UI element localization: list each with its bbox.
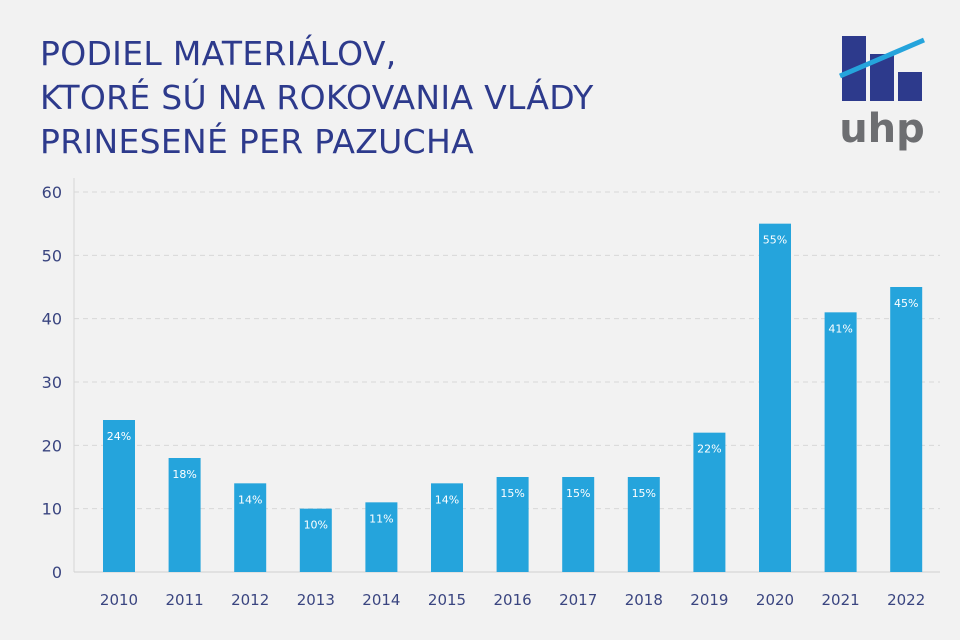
x-tick-label: 2020 xyxy=(756,591,794,609)
x-tick-label: 2015 xyxy=(428,591,466,609)
x-tick-label: 2013 xyxy=(297,591,335,609)
svg-text:uhp: uhp xyxy=(839,106,925,151)
bar xyxy=(890,287,923,572)
bar xyxy=(299,508,332,572)
bar xyxy=(234,483,267,572)
y-tick-label: 60 xyxy=(42,183,62,202)
data-label: 15% xyxy=(632,487,656,500)
bar xyxy=(365,502,398,572)
x-tick-label: 2019 xyxy=(690,591,728,609)
y-tick-label: 0 xyxy=(52,563,62,582)
bar xyxy=(759,223,791,572)
y-tick-label: 50 xyxy=(42,246,62,265)
x-tick-label: 2018 xyxy=(625,591,663,609)
data-label: 18% xyxy=(172,468,196,481)
y-tick-label: 40 xyxy=(42,310,62,329)
y-tick-label: 20 xyxy=(42,436,62,455)
bar xyxy=(693,432,726,572)
data-label: 24% xyxy=(107,430,131,443)
data-label: 11% xyxy=(369,512,393,525)
x-tick-label: 2011 xyxy=(166,591,204,609)
data-label: 22% xyxy=(697,443,721,456)
bar xyxy=(824,312,857,572)
data-label: 15% xyxy=(500,487,524,500)
data-label: 15% xyxy=(566,487,590,500)
bar xyxy=(627,477,660,572)
uhp-logo: uhp xyxy=(839,36,925,151)
bar xyxy=(168,458,201,572)
data-label: 10% xyxy=(304,519,328,532)
x-tick-label: 2012 xyxy=(231,591,269,609)
x-tick-label: 2014 xyxy=(362,591,400,609)
title-line: PRINESENÉ PER PAZUCHA xyxy=(40,122,474,161)
x-tick-label: 2022 xyxy=(887,591,925,609)
x-tick-label: 2016 xyxy=(494,591,532,609)
x-tick-label: 2021 xyxy=(822,591,860,609)
data-label: 41% xyxy=(828,322,852,335)
y-tick-label: 10 xyxy=(42,500,62,519)
bar xyxy=(496,477,529,572)
bar xyxy=(431,483,463,572)
bar xyxy=(562,477,595,572)
x-tick-label: 2010 xyxy=(100,591,138,609)
title-line: PODIEL MATERIÁLOV, xyxy=(40,34,397,73)
chart-title: PODIEL MATERIÁLOV, KTORÉ SÚ NA ROKOVANIA… xyxy=(40,32,594,164)
data-label: 45% xyxy=(894,297,918,310)
title-line: KTORÉ SÚ NA ROKOVANIA VLÁDY xyxy=(40,78,594,117)
bar xyxy=(103,420,135,572)
data-label: 14% xyxy=(238,493,262,506)
x-tick-label: 2017 xyxy=(559,591,597,609)
data-label: 55% xyxy=(763,234,787,247)
data-label: 14% xyxy=(435,493,459,506)
y-tick-label: 30 xyxy=(42,373,62,392)
